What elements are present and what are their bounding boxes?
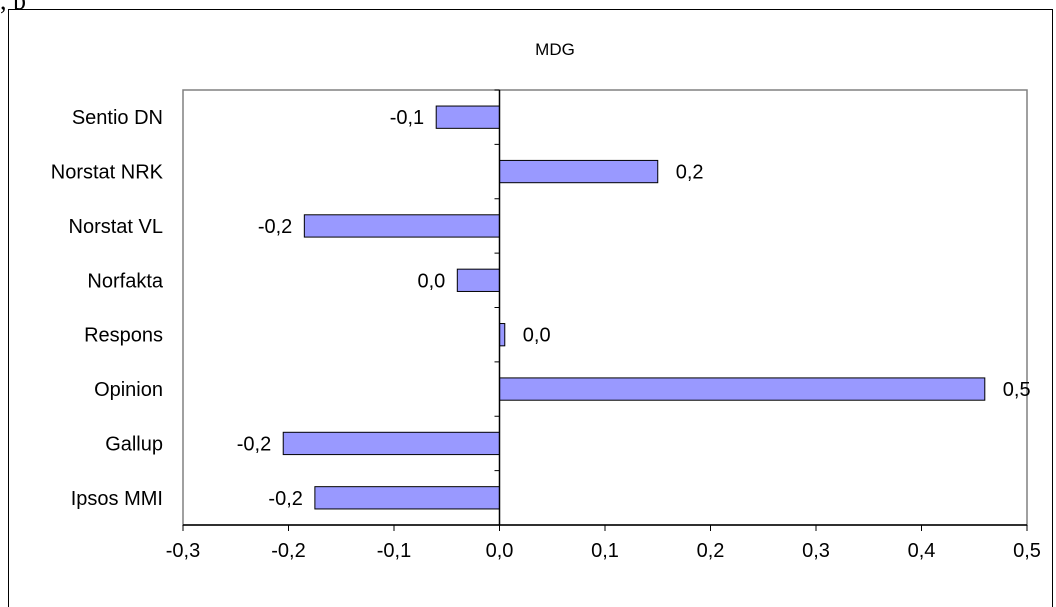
category-label: Gallup bbox=[105, 433, 163, 455]
chart-title: MDG bbox=[535, 40, 575, 59]
category-label: Norstat NRK bbox=[51, 162, 164, 184]
category-label: Ipsos MMI bbox=[71, 488, 163, 510]
x-tick-label: 0,3 bbox=[802, 540, 830, 562]
data-label: -0,2 bbox=[237, 433, 271, 455]
x-tick-label: 0,4 bbox=[908, 540, 936, 562]
x-tick-label: 0,5 bbox=[1013, 540, 1041, 562]
category-label: Norstat VL bbox=[69, 216, 163, 238]
category-label: Opinion bbox=[94, 379, 163, 401]
x-tick-label: -0,2 bbox=[271, 540, 305, 562]
data-label: 0,5 bbox=[1003, 379, 1031, 401]
data-label: 0,0 bbox=[523, 325, 551, 347]
bar bbox=[314, 486, 500, 510]
x-tick-label: -0,3 bbox=[166, 540, 200, 562]
chart-outer-frame bbox=[8, 9, 1053, 607]
data-label: -0,1 bbox=[390, 107, 424, 129]
bar bbox=[303, 214, 501, 238]
data-label: 0,2 bbox=[676, 162, 704, 184]
x-tick-label: 0,2 bbox=[697, 540, 725, 562]
data-label: -0,2 bbox=[268, 488, 302, 510]
bar bbox=[435, 105, 501, 129]
bar bbox=[499, 159, 659, 184]
bar bbox=[282, 431, 500, 456]
bar bbox=[499, 323, 506, 347]
x-tick-label: 0,0 bbox=[486, 540, 514, 562]
category-label: Respons bbox=[84, 325, 163, 347]
bar bbox=[499, 377, 986, 401]
x-tick-label: 0,1 bbox=[591, 540, 619, 562]
category-label: Norfakta bbox=[87, 270, 163, 292]
bar bbox=[456, 268, 500, 292]
x-tick-label: -0,1 bbox=[377, 540, 411, 562]
category-label: Sentio DN bbox=[72, 107, 163, 129]
data-label: -0,2 bbox=[258, 216, 292, 238]
data-label: 0,0 bbox=[417, 270, 445, 292]
